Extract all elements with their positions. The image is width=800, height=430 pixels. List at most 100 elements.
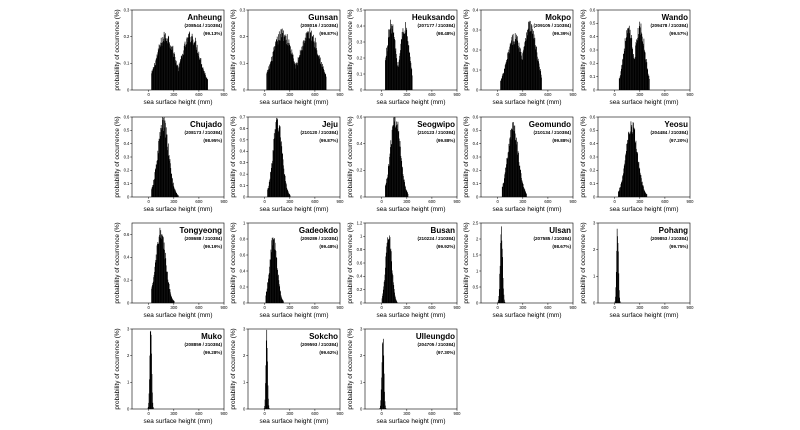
histogram-bar: [400, 155, 402, 197]
histogram-bar: [273, 239, 275, 303]
histogram-bar: [398, 59, 400, 90]
histogram-bar: [633, 127, 635, 197]
y-tick-label: 0.8: [240, 236, 246, 241]
histogram-bar: [286, 187, 288, 197]
histogram-bar: [380, 389, 382, 409]
x-axis-label: sea surface height (mm): [377, 418, 446, 425]
histogram-bar: [638, 162, 640, 197]
histogram-bar: [640, 174, 641, 197]
y-tick-label: 3: [593, 220, 596, 225]
histogram-bar: [401, 31, 403, 90]
histogram-bar: [529, 31, 530, 90]
histogram-bar: [628, 27, 630, 90]
histogram-bar: [519, 169, 521, 197]
histogram-bar: [156, 245, 158, 303]
histogram-bar: [527, 35, 529, 90]
histogram-bar: [151, 187, 153, 197]
histogram-bar: [400, 50, 401, 90]
histogram-bar: [287, 42, 289, 90]
histogram-bar: [280, 291, 281, 303]
y-tick-label: 0: [127, 300, 130, 305]
histogram-bar: [316, 48, 317, 90]
histogram-panel: 0 0.5 1 1.5 2 2.5 0 300 600 900 sea surface height…: [463, 220, 577, 319]
histogram-bar: [267, 188, 269, 197]
histogram-bar: [502, 73, 504, 90]
histogram-bar: [294, 61, 295, 90]
x-tick-label: 600: [544, 199, 552, 204]
histogram-bar: [152, 185, 154, 197]
histogram-bar: [164, 41, 165, 90]
histogram-bar: [294, 62, 296, 90]
histogram-bar: [314, 47, 316, 90]
histogram-bar: [508, 49, 510, 90]
station-name: Geomundo: [529, 120, 571, 129]
histogram-bar: [398, 66, 399, 90]
histogram-bar: [504, 65, 506, 90]
y-tick-label: 0.6: [357, 260, 363, 265]
histogram-bar: [277, 276, 279, 303]
histogram-bar: [163, 117, 165, 197]
histogram-bar: [167, 43, 169, 90]
histogram-bar: [183, 54, 184, 90]
histogram-bar: [648, 75, 650, 90]
histogram-bar: [167, 143, 169, 197]
valid-percent: (99.62%): [319, 350, 338, 355]
histogram-bar: [380, 400, 382, 409]
histogram-bar: [505, 167, 507, 197]
histogram-bar: [283, 165, 284, 197]
histogram-bar: [283, 174, 285, 197]
histogram-bar: [405, 190, 407, 197]
histogram-bar: [189, 31, 190, 90]
histogram-bar: [278, 31, 280, 91]
histogram-panel: 0 0.1 0.2 0.3 0.4 0.5 0 300 600 900 sea surface he…: [347, 7, 461, 106]
histogram-bar: [155, 168, 157, 197]
histogram-bar: [647, 73, 649, 90]
x-tick-label: 600: [195, 199, 203, 204]
histogram-bar: [174, 54, 175, 90]
x-axis-label: sea surface height (mm): [610, 99, 679, 106]
histogram-bar: [309, 38, 310, 90]
histogram-panel: 0 0.1 0.2 0.3 0.4 0 300 600 900 sea surface heigh…: [463, 7, 578, 106]
histogram-bar: [171, 297, 172, 303]
histogram-bar: [635, 45, 636, 90]
histogram-bar: [288, 45, 289, 90]
histogram-bar: [384, 401, 386, 409]
y-tick-label: 0.2: [124, 278, 130, 283]
x-tick-label: 300: [403, 411, 411, 416]
histogram-bar: [646, 194, 647, 197]
histogram-bar: [385, 55, 387, 90]
histogram-bar: [640, 27, 641, 90]
valid-percent: (99.48%): [319, 244, 338, 249]
histogram-bar: [634, 128, 636, 197]
histogram-bar: [200, 58, 201, 90]
histogram-bar: [534, 39, 535, 90]
histogram-bar: [646, 69, 648, 90]
histogram-bar: [641, 33, 643, 90]
histogram-bar: [270, 61, 272, 90]
histogram-bar: [532, 29, 533, 90]
histogram-bars: [267, 117, 291, 197]
histogram-bar: [151, 286, 153, 303]
histogram-bar: [192, 36, 193, 90]
x-tick-label: 600: [661, 305, 669, 310]
histogram-bar: [276, 117, 277, 197]
histogram-bar: [527, 28, 529, 90]
x-tick-label: 0: [264, 305, 267, 310]
histogram-bar: [171, 298, 173, 303]
histogram-bar: [271, 163, 273, 197]
histogram-bar: [518, 45, 519, 90]
plot-frame: [364, 222, 458, 304]
histogram-bar: [385, 252, 387, 303]
histogram-bar: [621, 181, 623, 197]
histogram-bar: [161, 45, 163, 90]
histogram-bar: [301, 50, 303, 90]
histogram-bar: [620, 75, 621, 90]
valid-percent: (99.87%): [319, 138, 338, 143]
histogram-bar: [504, 174, 506, 197]
x-tick-label: 900: [570, 92, 578, 97]
histogram-bar: [278, 39, 280, 90]
histogram-bar: [631, 47, 633, 90]
histogram-bar: [615, 287, 617, 303]
y-tick-label: 0.5: [473, 284, 479, 289]
histogram-panel: 0 0.2 0.4 0.6 0.8 1 0 300 600 900 sea surface heig…: [230, 220, 344, 319]
